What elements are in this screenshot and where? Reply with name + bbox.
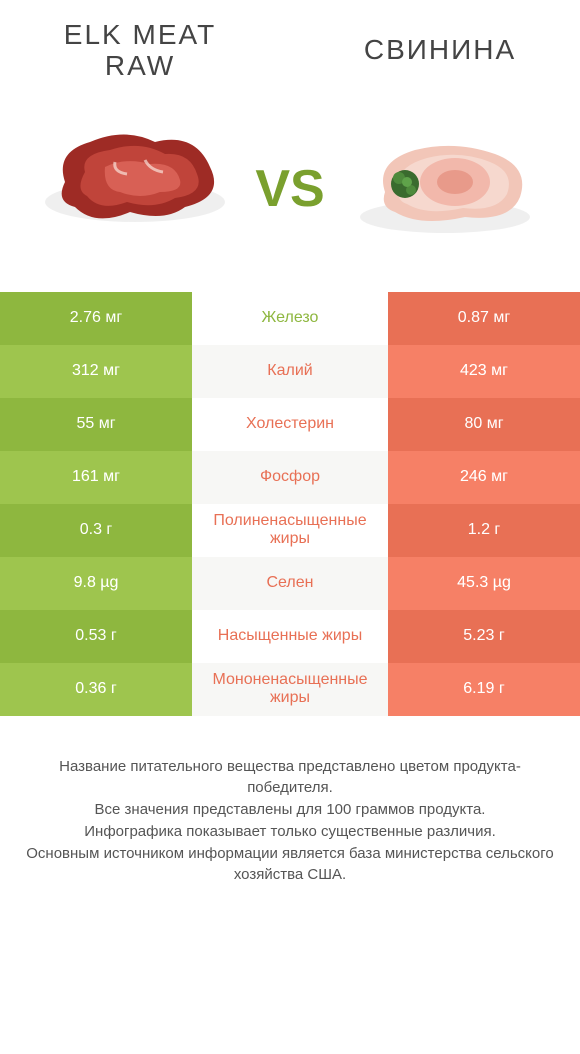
nutrition-table: 2.76 мгЖелезо0.87 мг312 мгКалий423 мг55 … [0,292,580,716]
product-images-row: VS [0,92,580,292]
left-value-cell: 0.3 г [0,504,192,557]
nutrient-name-cell: Железо [192,292,388,345]
table-row: 0.36 гМононенасыщенные жиры6.19 г [0,663,580,716]
table-row: 2.76 мгЖелезо0.87 мг [0,292,580,345]
pork-icon [345,112,545,252]
nutrient-name-cell: Полиненасыщенные жиры [192,504,388,557]
left-value-cell: 9.8 µg [0,557,192,610]
left-product-image [20,102,250,262]
left-value-cell: 312 мг [0,345,192,398]
right-value-cell: 45.3 µg [388,557,580,610]
nutrient-name-cell: Калий [192,345,388,398]
left-value-cell: 55 мг [0,398,192,451]
elk-meat-icon [35,112,235,252]
footer-line: Инфографика показывает только существенн… [25,821,555,843]
right-value-cell: 1.2 г [388,504,580,557]
table-row: 9.8 µgСелен45.3 µg [0,557,580,610]
right-value-cell: 80 мг [388,398,580,451]
table-row: 0.53 гНасыщенные жиры5.23 г [0,610,580,663]
nutrient-name-cell: Фосфор [192,451,388,504]
right-product-title: СВИНИНА [330,35,550,66]
table-row: 55 мгХолестерин80 мг [0,398,580,451]
nutrient-name-cell: Мононенасыщенные жиры [192,663,388,716]
left-value-cell: 0.53 г [0,610,192,663]
nutrient-name-cell: Холестерин [192,398,388,451]
left-value-cell: 161 мг [0,451,192,504]
right-value-cell: 423 мг [388,345,580,398]
left-value-cell: 0.36 г [0,663,192,716]
footer-line: Все значения представлены для 100 граммо… [25,799,555,821]
right-value-cell: 246 мг [388,451,580,504]
left-value-cell: 2.76 мг [0,292,192,345]
right-value-cell: 0.87 мг [388,292,580,345]
footer-notes: Название питательного вещества представл… [0,716,580,887]
vs-label: VS [255,159,324,219]
right-value-cell: 6.19 г [388,663,580,716]
table-row: 0.3 гПолиненасыщенные жиры1.2 г [0,504,580,557]
table-row: 312 мгКалий423 мг [0,345,580,398]
footer-line: Название питательного вещества представл… [25,756,555,800]
header: ELK MEATRAW СВИНИНА [0,0,580,92]
footer-line: Основным источником информации является … [25,843,555,887]
right-product-image [330,102,560,262]
table-row: 161 мгФосфор246 мг [0,451,580,504]
nutrient-name-cell: Насыщенные жиры [192,610,388,663]
nutrient-name-cell: Селен [192,557,388,610]
right-value-cell: 5.23 г [388,610,580,663]
left-product-title: ELK MEATRAW [30,20,250,82]
